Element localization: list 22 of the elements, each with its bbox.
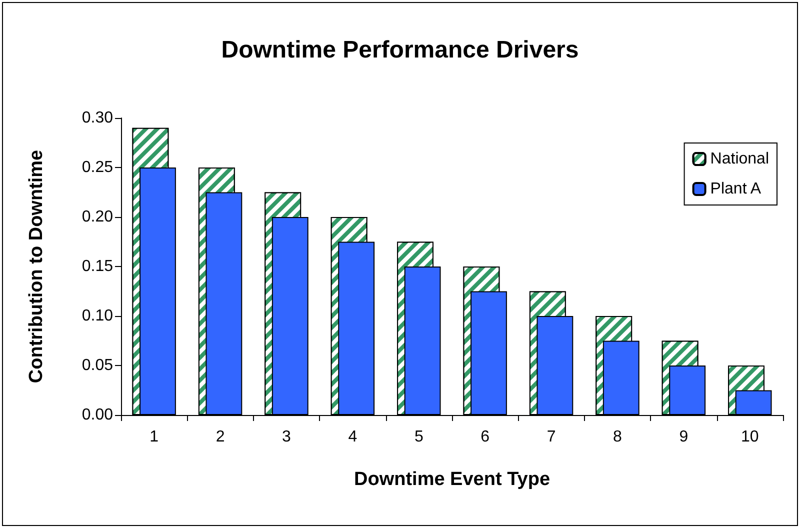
x-tick-label: 9 xyxy=(679,428,688,446)
x-tick-label: 10 xyxy=(741,428,759,446)
y-tick-label: 0.10 xyxy=(82,308,114,324)
y-tick-label: 0.20 xyxy=(82,208,114,226)
legend-label: Plant A xyxy=(710,180,762,198)
y-tick-label: 0.00 xyxy=(82,406,114,424)
chart-title: Downtime Performance Drivers xyxy=(221,36,579,64)
y-tick-label: 0.30 xyxy=(82,110,114,126)
y-tick-label: 0.15 xyxy=(82,258,114,275)
x-tick-label: 6 xyxy=(480,428,490,446)
legend-label: National xyxy=(710,150,769,168)
y-tick-label: 0.05 xyxy=(82,357,114,374)
x-tick-label: 7 xyxy=(546,428,556,446)
x-tick-label: 5 xyxy=(414,428,424,446)
x-tick-label: 3 xyxy=(282,428,292,446)
x-tick-label: 1 xyxy=(150,428,159,446)
x-axis-title: Downtime Event Type xyxy=(354,469,550,490)
y-axis-title: Contribution to Downtime xyxy=(26,150,47,384)
x-tick-label: 2 xyxy=(216,428,225,446)
x-tick-label: 4 xyxy=(348,428,358,446)
x-tick-label: 8 xyxy=(613,428,622,446)
y-tick-label: 0.25 xyxy=(82,159,114,176)
